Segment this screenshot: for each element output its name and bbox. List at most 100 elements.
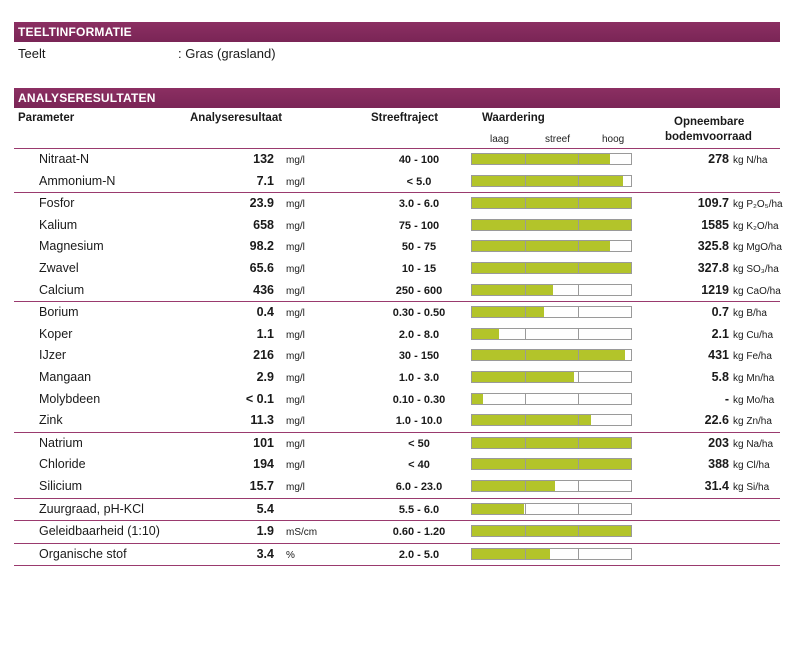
rating-bar-divider bbox=[525, 219, 526, 230]
rating-bar-divider bbox=[578, 415, 579, 426]
rating-bar-divider bbox=[578, 175, 579, 186]
result-unit: mg/l bbox=[286, 285, 305, 297]
result-value: 216 bbox=[253, 348, 274, 363]
rating-bar bbox=[471, 261, 632, 274]
rating-bar-fill bbox=[472, 284, 554, 295]
result-value: 5.4 bbox=[256, 501, 274, 516]
available-value: 327.8 bbox=[697, 260, 729, 275]
available-unit: kg Cu/ha bbox=[733, 329, 774, 341]
rating-bar-divider bbox=[525, 154, 526, 164]
rating-bar-divider bbox=[525, 503, 526, 514]
rating-bar-fill bbox=[472, 241, 611, 252]
available-value: 0.7 bbox=[711, 305, 729, 320]
result-unit: mg/l bbox=[286, 155, 305, 166]
target-range: 1.0 - 10.0 bbox=[395, 415, 443, 428]
col-parameter-header: Parameter bbox=[18, 112, 75, 124]
target-range: 10 - 15 bbox=[401, 262, 437, 275]
result-group: Organische stof 3.4% 2.0 - 5.0 bbox=[14, 542, 780, 567]
result-group: Natrium 101 mg/l < 50 203 kg Na/ha Chloride 194… bbox=[14, 431, 780, 498]
rating-bar bbox=[471, 414, 632, 427]
available-value: 22.6 bbox=[704, 413, 729, 428]
available-unit: kg MgO/ha bbox=[733, 242, 782, 254]
parameter-name: Koper bbox=[39, 326, 73, 341]
rating-bar-divider bbox=[525, 198, 526, 209]
result-unit: mg/l bbox=[286, 263, 305, 275]
rating-bar-divider bbox=[525, 526, 526, 537]
result-row: Kalium 658 mg/l 75 - 100 1585 kg K₂O/ha bbox=[14, 215, 780, 237]
rating-bar-divider bbox=[525, 415, 526, 426]
rating-bar bbox=[471, 392, 632, 405]
result-value: 7.1 bbox=[256, 173, 274, 188]
rating-bar-divider bbox=[525, 548, 526, 559]
target-range: 0.10 - 0.30 bbox=[392, 393, 446, 406]
rating-bar-fill bbox=[472, 480, 555, 491]
result-row: Geleidbaarheid (1:10) 1.9 mS/cm 0.60 - 1.20 bbox=[14, 521, 780, 543]
result-row: Zuurgraad, pH-KCl 5.4 5.5 - 6.0 bbox=[14, 499, 780, 521]
available-unit: kg N/ha bbox=[733, 155, 768, 166]
result-value: 3.4 bbox=[256, 546, 274, 561]
available-value: 278 bbox=[708, 152, 729, 166]
rating-bar bbox=[471, 547, 632, 560]
result-group: Zuurgraad, pH-KCl 5.4 5.5 - 6.0 bbox=[14, 497, 780, 521]
rating-low-label: laag bbox=[490, 134, 509, 145]
rating-bar bbox=[471, 283, 632, 296]
result-row: Silicium 15.7 mg/l 6.0 - 23.0 31.4 kg Si/ha bbox=[14, 476, 780, 498]
rating-bar-fill bbox=[472, 154, 611, 164]
rating-high-label: hoog bbox=[602, 134, 625, 145]
parameter-name: Chloride bbox=[39, 457, 86, 472]
result-unit: mg/l bbox=[286, 199, 305, 211]
result-unit: mg/l bbox=[286, 416, 305, 428]
result-unit: % bbox=[286, 549, 295, 561]
rating-bar-fill bbox=[472, 371, 574, 382]
rating-bar-divider bbox=[578, 219, 579, 230]
result-row: Nitraat-N 132 mg/l 40 - 100 278 kg N/ha bbox=[14, 149, 780, 171]
rating-bar-fill bbox=[472, 219, 631, 230]
rating-bar-divider bbox=[578, 437, 579, 448]
result-value: 15.7 bbox=[249, 478, 274, 493]
rating-bar bbox=[471, 525, 632, 538]
rating-bar bbox=[471, 240, 632, 253]
rating-bar bbox=[471, 502, 632, 515]
rating-bar-fill bbox=[472, 415, 592, 426]
result-row: Fosfor 23.9 mg/l 3.0 - 6.0 109.7 kg P₂O₅/ha bbox=[14, 193, 783, 215]
rating-bar-divider bbox=[578, 350, 579, 361]
available-unit: kg P₂O₅/ha bbox=[733, 199, 783, 211]
rating-bar-fill bbox=[472, 526, 631, 537]
rating-bar-divider bbox=[578, 328, 579, 339]
rating-bar-divider bbox=[578, 459, 579, 470]
target-range: 2.0 - 8.0 bbox=[398, 328, 440, 341]
parameter-name: Ammonium-N bbox=[39, 173, 116, 188]
available-unit: kg Mn/ha bbox=[733, 372, 775, 384]
available-unit: kg CaO/ha bbox=[733, 285, 781, 297]
rating-bar-divider bbox=[578, 371, 579, 382]
rating-bar-fill bbox=[472, 307, 544, 318]
rating-bar-divider bbox=[525, 393, 526, 404]
rating-bar-fill bbox=[472, 328, 500, 339]
result-value: 23.9 bbox=[249, 196, 274, 211]
col-available-header-line2: bodemvoorraad bbox=[665, 131, 752, 143]
target-range: 2.0 - 5.0 bbox=[398, 548, 440, 561]
rating-bar-divider bbox=[525, 480, 526, 491]
result-value: 1.9 bbox=[256, 524, 274, 539]
parameter-name: Zink bbox=[39, 413, 63, 428]
rating-bar-divider bbox=[525, 284, 526, 295]
available-value: 388 bbox=[708, 457, 729, 472]
col-result-header: Analyseresultaat bbox=[190, 112, 283, 124]
analyseresultaten-heading: ANALYSERESULTATEN bbox=[14, 88, 780, 108]
rating-bar-fill bbox=[472, 548, 550, 559]
result-row: Zink 11.3 mg/l 1.0 - 10.0 22.6 kg Zn/ha bbox=[14, 410, 780, 432]
result-unit: mg/l bbox=[286, 242, 305, 254]
result-group: Borium 0.4 mg/l 0.30 - 0.50 0.7 kg B/ha Koper 1… bbox=[14, 301, 780, 432]
result-unit: mg/l bbox=[286, 438, 305, 450]
rating-bar-divider bbox=[578, 526, 579, 537]
rating-bar-fill bbox=[472, 262, 631, 273]
result-row: Zwavel 65.6 mg/l 10 - 15 327.8 kg SO₃/ha bbox=[14, 258, 780, 280]
result-value: < 0.1 bbox=[245, 391, 274, 406]
result-unit: mg/l bbox=[286, 308, 305, 320]
target-range: 30 - 150 bbox=[398, 350, 440, 363]
rating-bar bbox=[471, 306, 632, 319]
result-value: 132 bbox=[253, 152, 274, 166]
result-row: Borium 0.4 mg/l 0.30 - 0.50 0.7 kg B/ha bbox=[14, 302, 780, 324]
rating-bar bbox=[471, 197, 632, 210]
result-row: Organische stof 3.4% 2.0 - 5.0 bbox=[14, 544, 780, 566]
